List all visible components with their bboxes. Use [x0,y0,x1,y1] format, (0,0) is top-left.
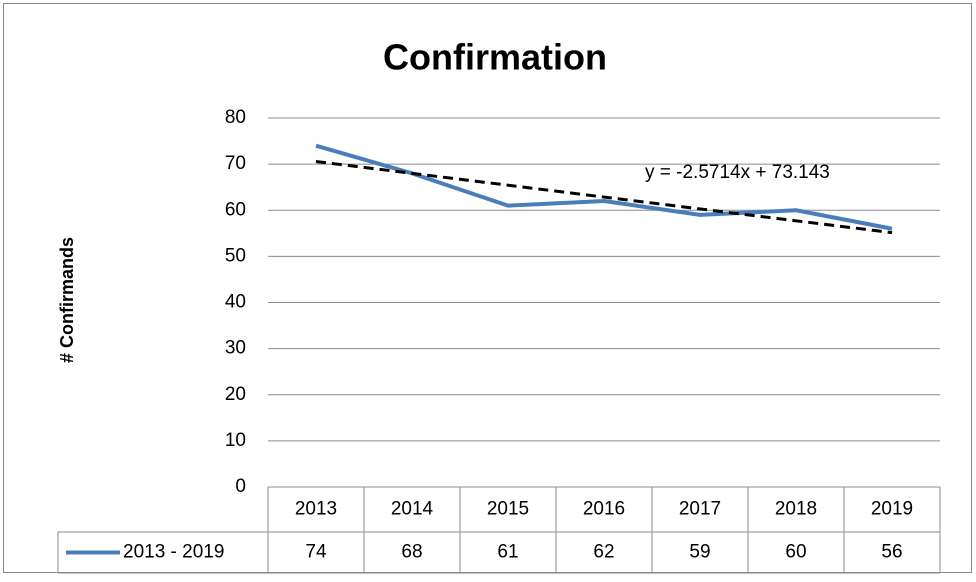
x-tick-label: 2018 [775,499,817,520]
y-tick-label: 0 [235,476,246,497]
legend-label: 2013 - 2019 [123,542,224,563]
table-value: 74 [305,542,327,563]
table-value: 60 [785,542,806,563]
y-tick-label: 30 [225,338,246,359]
trendline-label: y = -2.5714x + 73.143 [645,162,830,183]
table-value: 68 [401,542,422,563]
y-tick-label: 80 [225,107,246,128]
y-tick-label: 50 [225,245,246,266]
y-tick-label: 20 [225,384,246,405]
chart-border [3,3,972,573]
trendline [315,159,893,235]
y-tick-label: 70 [225,153,246,174]
table-value: 62 [593,542,614,563]
chart-title: Confirmation [383,37,607,78]
x-tick-label: 2015 [487,499,529,520]
x-tick-label: 2017 [679,499,721,520]
x-tick-label: 2014 [391,499,434,520]
y-tick-label: 40 [225,292,246,313]
y-tick-label: 10 [225,430,246,451]
table-value: 61 [497,542,518,563]
table-value: 59 [689,542,710,563]
y-tick-label: 60 [225,199,246,220]
table-value: 56 [881,542,902,563]
x-tick-label: 2013 [295,499,337,520]
x-tick-label: 2016 [583,499,625,520]
x-tick-label: 2019 [871,499,913,520]
y-axis-label: # Confirmands [57,237,77,363]
